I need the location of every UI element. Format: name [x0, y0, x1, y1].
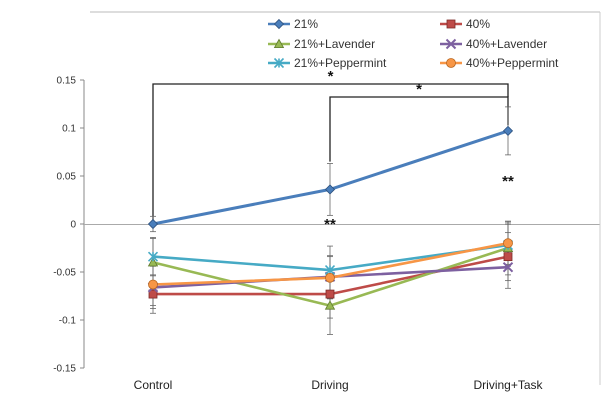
y-tick-label: -0.05	[53, 268, 76, 279]
significance-label: **	[502, 173, 514, 190]
data-point	[273, 18, 285, 30]
data-point	[147, 218, 159, 230]
x-tick-label: Driving+Task	[473, 378, 543, 392]
data-point	[324, 184, 336, 195]
axes: -0.15 -0.1 -0.05 0 0.05 0.1 0.15 Control Driving…	[53, 11, 601, 392]
data-point	[446, 19, 456, 29]
significance-labels: ** **	[324, 173, 514, 233]
significance-bracket	[152, 83, 509, 222]
data-point	[273, 57, 285, 69]
legend-label: 21%	[294, 17, 318, 31]
y-tick-label: 0.05	[57, 172, 77, 183]
data-point	[502, 125, 514, 136]
x-tick-label: Control	[134, 378, 173, 392]
legend: 21% 40% 21%+Lavender 40%+Lavender 21%+Pepper…	[268, 17, 559, 70]
significance-brackets: **	[152, 68, 509, 222]
legend-label: 40%+Peppermint	[466, 56, 559, 70]
significance-label: **	[324, 216, 336, 233]
x-tick-label: Driving	[311, 378, 348, 392]
data-point	[502, 261, 514, 273]
data-point	[446, 58, 456, 68]
y-tick-label: -0.1	[59, 316, 77, 327]
legend-label: 40%+Lavender	[466, 37, 547, 51]
data-point	[148, 289, 158, 299]
bracket-star-label: *	[328, 68, 334, 85]
bracket-star-label: *	[416, 81, 422, 98]
data-point	[147, 257, 159, 267]
significance-bracket	[329, 96, 509, 162]
data-point	[147, 251, 159, 262]
y-tick-label: 0.1	[62, 124, 76, 135]
legend-label: 21%+Peppermint	[294, 56, 387, 70]
data-point	[148, 279, 158, 290]
y-tick-label: 0	[70, 220, 76, 231]
y-tick-label: 0.15	[57, 76, 77, 87]
series-markers	[147, 125, 514, 310]
data-point	[324, 300, 336, 310]
legend-label: 21%+Lavender	[294, 37, 375, 51]
data-point	[325, 272, 335, 283]
data-point	[503, 238, 513, 249]
y-tick-label: -0.15	[53, 364, 76, 375]
legend-label: 40%	[466, 17, 490, 31]
data-point	[445, 38, 457, 50]
data-point	[273, 38, 285, 48]
data-point	[325, 289, 335, 299]
data-point	[503, 252, 513, 262]
